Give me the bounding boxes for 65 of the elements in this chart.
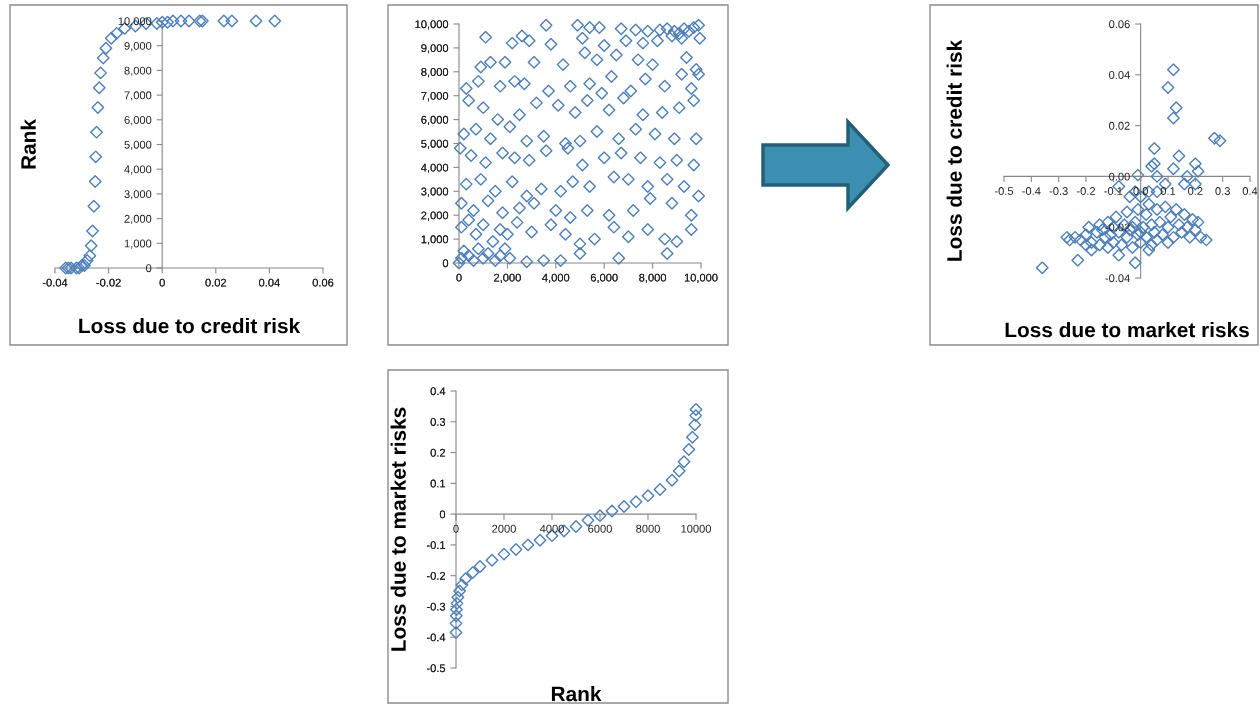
y-tick-label: 3,000 xyxy=(124,190,152,200)
y-tick-label: 0 xyxy=(146,264,152,273)
x-tick-label: 0.04 xyxy=(259,278,280,287)
y-tick-label: 0 xyxy=(442,259,449,268)
y-tick-label: -0.4 xyxy=(426,633,446,642)
y-tick-label: 7,000 xyxy=(124,91,152,101)
x-tick-label: -0.2 xyxy=(1076,187,1096,195)
y-tick-label: 8,000 xyxy=(421,68,449,78)
y-tick-label: 7,000 xyxy=(421,91,449,102)
x-tick-label: 10000 xyxy=(681,524,712,533)
y-tick-label: 6,000 xyxy=(124,116,152,126)
x-tick-label: -0.04 xyxy=(42,278,68,287)
y-tick-label: 2,000 xyxy=(421,211,449,221)
x-tick-label: 2000 xyxy=(492,524,516,533)
y-tick-label: 2,000 xyxy=(124,214,152,225)
y-axis-title: Loss due to market risks xyxy=(390,407,406,651)
y-tick-label: 8,000 xyxy=(124,66,152,76)
x-tick-label: 8000 xyxy=(636,524,660,533)
y-tick-label: 4,000 xyxy=(421,163,449,173)
y-tick-label: 10,000 xyxy=(415,20,449,30)
y-tick-label: -0.3 xyxy=(426,602,446,611)
x-tick-label: 0.4 xyxy=(1242,187,1258,195)
x-tick-label: -0.5 xyxy=(994,187,1014,195)
x-tick-label: 2,000 xyxy=(494,273,521,283)
x-tick-label: 0 xyxy=(456,273,462,282)
y-tick-label: 0.1 xyxy=(430,479,446,488)
x-axis-title: Loss due to credit risk xyxy=(79,318,301,334)
y-tick-label: 0.3 xyxy=(430,418,446,426)
x-tick-label: 0.06 xyxy=(312,278,334,287)
y-tick-label: 3,000 xyxy=(421,187,449,197)
y-tick-label: 0.00 xyxy=(1109,172,1130,181)
x-axis-title: Rank xyxy=(551,686,602,702)
y-tick-label: -0.1 xyxy=(426,541,446,550)
y-tick-label: 5,000 xyxy=(124,140,152,150)
y-axis-title: Loss due to credit risk xyxy=(946,39,962,261)
x-tick-label: 0.02 xyxy=(205,278,227,287)
x-tick-label: -0.3 xyxy=(1049,187,1068,195)
y-tick-label: 0.04 xyxy=(1109,71,1130,79)
y-tick-label: 6,000 xyxy=(421,115,449,126)
x-tick-label: 10,000 xyxy=(684,273,718,283)
x-tick-label: 0 xyxy=(159,278,165,287)
x-tick-label: 0 xyxy=(453,524,459,533)
y-tick-label: 0.02 xyxy=(1109,121,1130,130)
x-tick-label: 4,000 xyxy=(542,273,570,283)
y-tick-label: 5,000 xyxy=(421,139,449,149)
y-tick-label: 1,000 xyxy=(421,235,449,245)
x-tick-label: 0.2 xyxy=(1188,187,1203,195)
x-tick-label: 0.3 xyxy=(1215,187,1230,195)
x-tick-label: 6,000 xyxy=(590,273,618,283)
x-tick-label: -0.4 xyxy=(1022,187,1041,195)
y-tick-label: -0.2 xyxy=(426,571,446,580)
y-tick-label: 4,000 xyxy=(124,165,152,175)
y-tick-label: 0.2 xyxy=(430,448,446,457)
y-tick-label: -0.5 xyxy=(426,664,446,673)
x-tick-label: -0.02 xyxy=(96,278,121,287)
y-tick-label: 0.4 xyxy=(430,387,446,396)
x-axis-title: Loss due to market risks xyxy=(1005,322,1249,338)
y-tick-label: 1,000 xyxy=(124,239,152,249)
x-tick-label: 6000 xyxy=(588,524,612,533)
y-tick-label: 9,000 xyxy=(421,44,449,54)
y-axis-title: Rank xyxy=(20,119,36,169)
y-tick-label: 9,000 xyxy=(124,41,152,52)
x-tick-label: 8,000 xyxy=(639,273,667,283)
y-tick-label: 0 xyxy=(439,510,446,519)
y-tick-label: 0.06 xyxy=(1109,20,1130,29)
